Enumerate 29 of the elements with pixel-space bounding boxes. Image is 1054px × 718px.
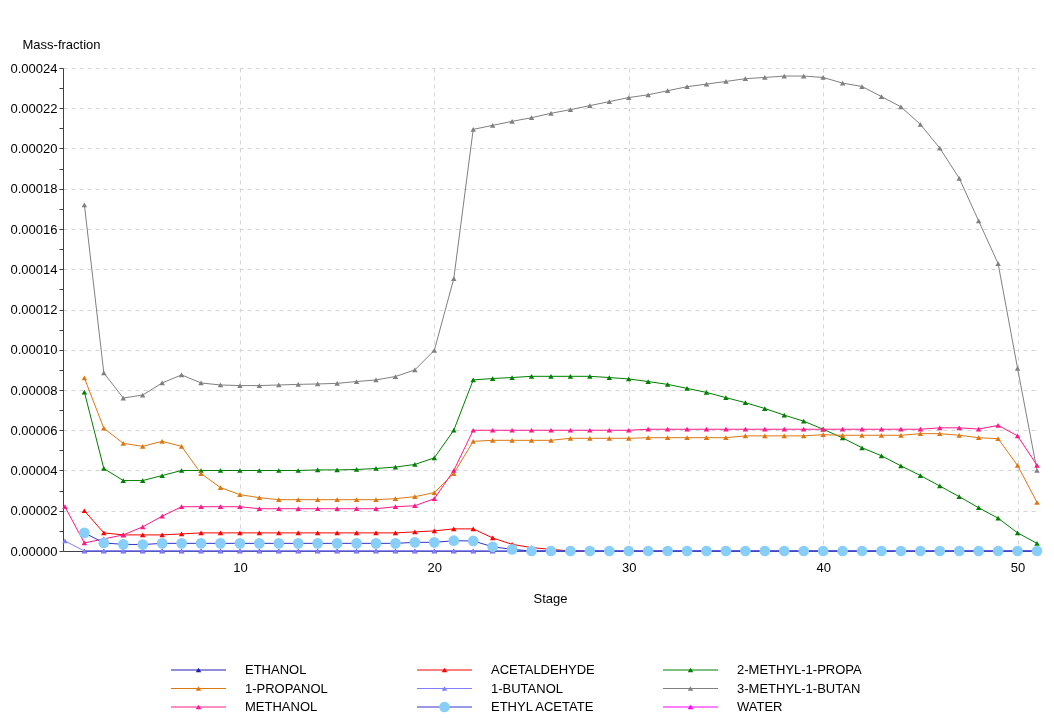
x-tick-label: 40 xyxy=(816,559,831,575)
x-tick-label: 50 xyxy=(1010,559,1026,575)
y-tick-label: 0.00008 xyxy=(10,382,58,398)
y-tick-label: 0.00002 xyxy=(10,503,58,519)
legend-label: 3-METHYL-1-BUTAN xyxy=(737,680,861,696)
legend-label: 1-PROPANOL xyxy=(245,680,328,696)
y-tick-label: 0.00014 xyxy=(10,261,58,277)
x-tick-label: 20 xyxy=(427,559,443,575)
y-tick-label: 0.00012 xyxy=(10,302,58,317)
legend-label: ETHYL ACETATE xyxy=(491,699,594,714)
y-tick-label: 0.00016 xyxy=(10,221,58,237)
legend-label: ETHANOL xyxy=(245,662,307,677)
y-tick-label: 0.00010 xyxy=(10,342,58,358)
x-tick-label: 30 xyxy=(622,559,637,575)
x-axis-title: Stage xyxy=(533,590,568,606)
y-tick-label: 0.00018 xyxy=(10,181,58,197)
y-tick-label: 0.00004 xyxy=(10,463,58,478)
y-tick-label: 0.00000 xyxy=(10,543,58,559)
y-tick-label: 0.00006 xyxy=(10,422,58,438)
legend-label: WATER xyxy=(737,699,783,714)
y-tick-label: 0.00024 xyxy=(10,60,58,76)
legend-label: METHANOL xyxy=(245,699,318,714)
legend-label: 2-METHYL-1-PROPA xyxy=(737,662,863,677)
y-tick-label: 0.00022 xyxy=(10,100,58,116)
y-tick-label: 0.00020 xyxy=(10,141,58,156)
legend-label: 1-BUTANOL xyxy=(491,680,563,696)
legend-label: ACETALDEHYDE xyxy=(491,662,596,677)
x-tick-label: 10 xyxy=(233,559,248,575)
y-axis-title: Mass-fraction xyxy=(22,36,101,52)
